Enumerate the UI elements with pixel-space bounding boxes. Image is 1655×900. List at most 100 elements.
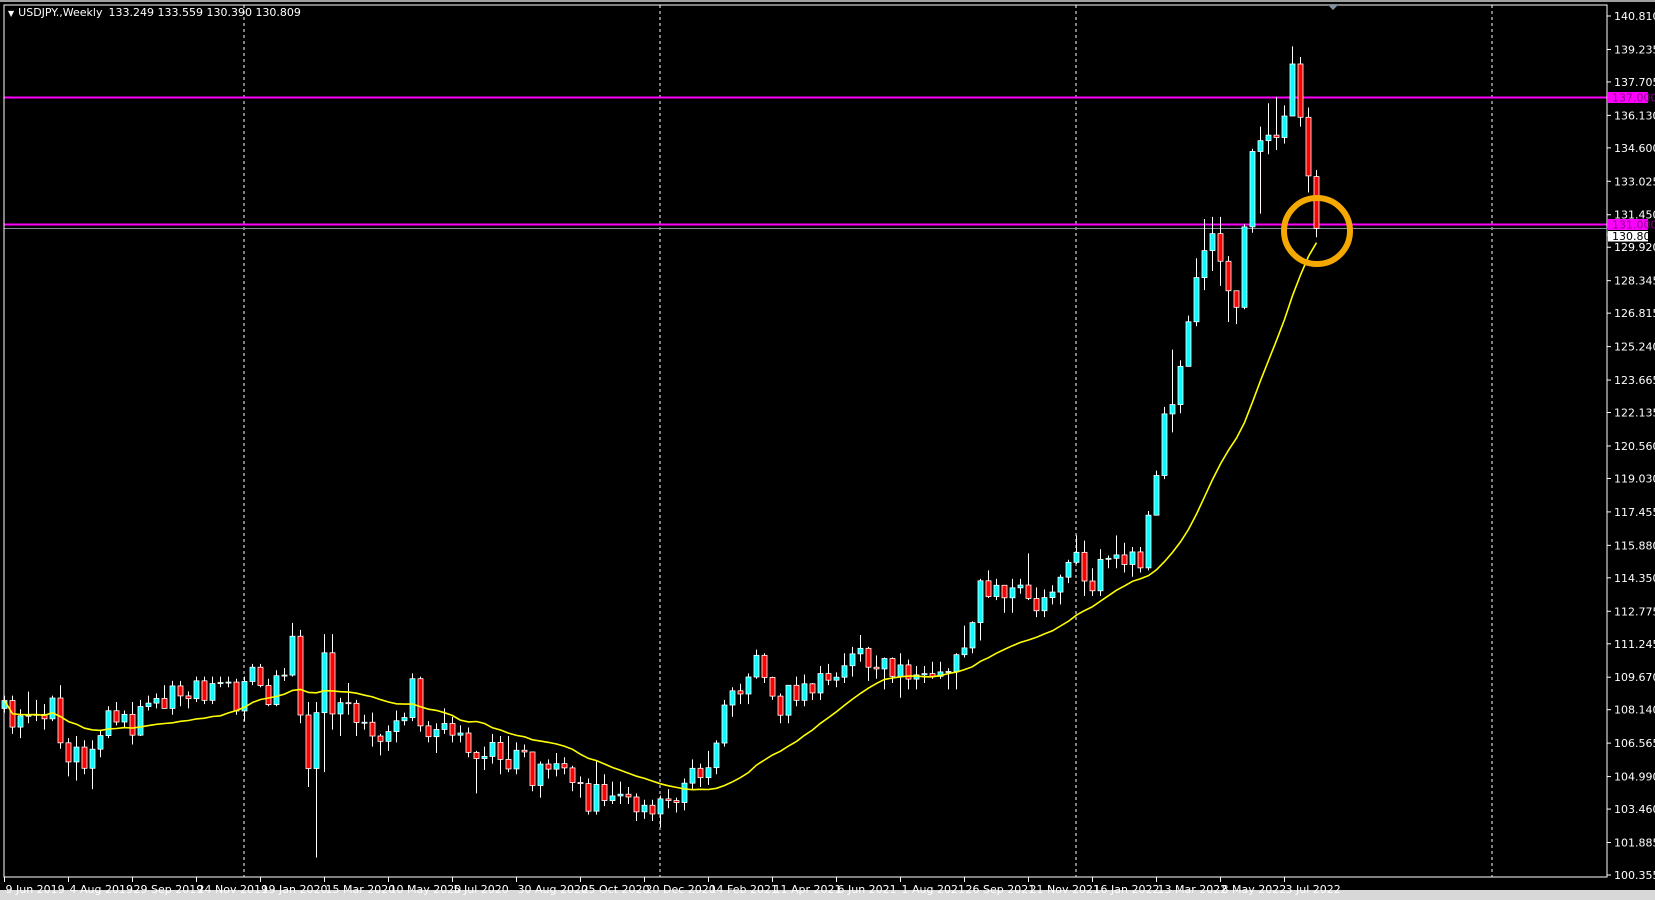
candle[interactable] — [1233, 290, 1240, 325]
candle[interactable] — [793, 676, 800, 707]
candle[interactable] — [545, 759, 552, 779]
candle[interactable] — [1305, 107, 1312, 193]
candle[interactable] — [1097, 549, 1104, 596]
candle[interactable] — [801, 674, 808, 707]
candle[interactable] — [1001, 584, 1008, 613]
candle[interactable] — [585, 778, 592, 815]
candle[interactable] — [497, 736, 504, 775]
candle[interactable] — [1289, 46, 1296, 117]
candle[interactable] — [361, 714, 368, 730]
candle[interactable] — [393, 710, 400, 743]
candle[interactable] — [625, 786, 632, 804]
candle[interactable] — [857, 634, 864, 662]
candle[interactable] — [433, 723, 440, 754]
candle[interactable] — [1049, 585, 1056, 605]
candle[interactable] — [769, 676, 776, 700]
candle[interactable] — [1025, 553, 1032, 601]
candle[interactable] — [561, 757, 568, 775]
candle[interactable] — [609, 781, 616, 804]
candle[interactable] — [985, 570, 992, 599]
candle[interactable] — [345, 682, 352, 715]
candle[interactable] — [785, 684, 792, 724]
candle[interactable] — [209, 676, 216, 705]
candle[interactable] — [633, 793, 640, 821]
candle[interactable] — [1145, 510, 1152, 571]
candle[interactable] — [313, 702, 320, 858]
candle[interactable] — [1249, 148, 1256, 233]
candle[interactable] — [385, 725, 392, 751]
candle[interactable] — [49, 695, 56, 722]
candle[interactable] — [457, 725, 464, 743]
candle[interactable] — [97, 729, 104, 758]
candle[interactable] — [705, 750, 712, 785]
candle[interactable] — [1129, 547, 1136, 577]
candle[interactable] — [81, 740, 88, 775]
candle[interactable] — [425, 721, 432, 743]
candle[interactable] — [137, 699, 144, 737]
candle[interactable] — [1185, 315, 1192, 367]
candle[interactable] — [849, 646, 856, 677]
candle[interactable] — [945, 668, 952, 690]
candle[interactable] — [257, 663, 264, 688]
candle[interactable] — [961, 625, 968, 658]
candle[interactable] — [753, 649, 760, 679]
chart-shift-marker[interactable] — [1328, 5, 1338, 10]
candle[interactable] — [649, 799, 656, 821]
candle[interactable] — [761, 653, 768, 683]
candle[interactable] — [1241, 224, 1248, 310]
candle[interactable] — [353, 699, 360, 737]
candle[interactable] — [529, 751, 536, 792]
candle[interactable] — [161, 685, 168, 709]
candle[interactable] — [105, 706, 112, 739]
candle[interactable] — [865, 646, 872, 681]
candle[interactable] — [593, 761, 600, 815]
candle[interactable] — [713, 740, 720, 775]
candle[interactable] — [577, 776, 584, 798]
candle[interactable] — [825, 663, 832, 686]
candle[interactable] — [217, 676, 224, 688]
candle[interactable] — [1217, 216, 1224, 286]
candle[interactable] — [977, 578, 984, 641]
candle[interactable] — [225, 676, 232, 688]
candle[interactable] — [1121, 542, 1128, 573]
candle[interactable] — [273, 670, 280, 707]
candle[interactable] — [417, 676, 424, 732]
candle[interactable] — [129, 702, 136, 745]
candle[interactable] — [641, 799, 648, 819]
candle[interactable] — [1169, 349, 1176, 433]
candle[interactable] — [689, 759, 696, 790]
candle[interactable] — [737, 683, 744, 705]
candle[interactable] — [201, 676, 208, 705]
candle[interactable] — [1297, 56, 1304, 127]
candle[interactable] — [521, 744, 528, 758]
candle[interactable] — [817, 665, 824, 700]
candle[interactable] — [281, 668, 288, 681]
candle[interactable] — [1313, 169, 1320, 238]
candle[interactable] — [377, 733, 384, 756]
candle[interactable] — [553, 753, 560, 777]
candle[interactable] — [673, 797, 680, 813]
candle[interactable] — [665, 789, 672, 809]
candle[interactable] — [9, 695, 16, 734]
candle[interactable] — [1209, 216, 1216, 272]
candle[interactable] — [1201, 218, 1208, 291]
candle[interactable] — [321, 634, 328, 773]
candle[interactable] — [1281, 105, 1288, 144]
candle[interactable] — [297, 629, 304, 724]
candle[interactable] — [185, 691, 192, 709]
candle[interactable] — [121, 710, 128, 728]
candle[interactable] — [65, 738, 72, 777]
candle[interactable] — [1161, 406, 1168, 480]
candle[interactable] — [513, 742, 520, 775]
candle[interactable] — [697, 763, 704, 787]
candle[interactable] — [905, 659, 912, 690]
candle[interactable] — [1065, 559, 1072, 584]
candle[interactable] — [993, 578, 1000, 601]
candle[interactable] — [537, 761, 544, 798]
candle[interactable] — [113, 702, 120, 726]
candle[interactable] — [145, 695, 152, 711]
candle[interactable] — [913, 665, 920, 690]
candle[interactable] — [841, 653, 848, 683]
candle[interactable] — [449, 716, 456, 743]
candle[interactable] — [1257, 126, 1264, 214]
